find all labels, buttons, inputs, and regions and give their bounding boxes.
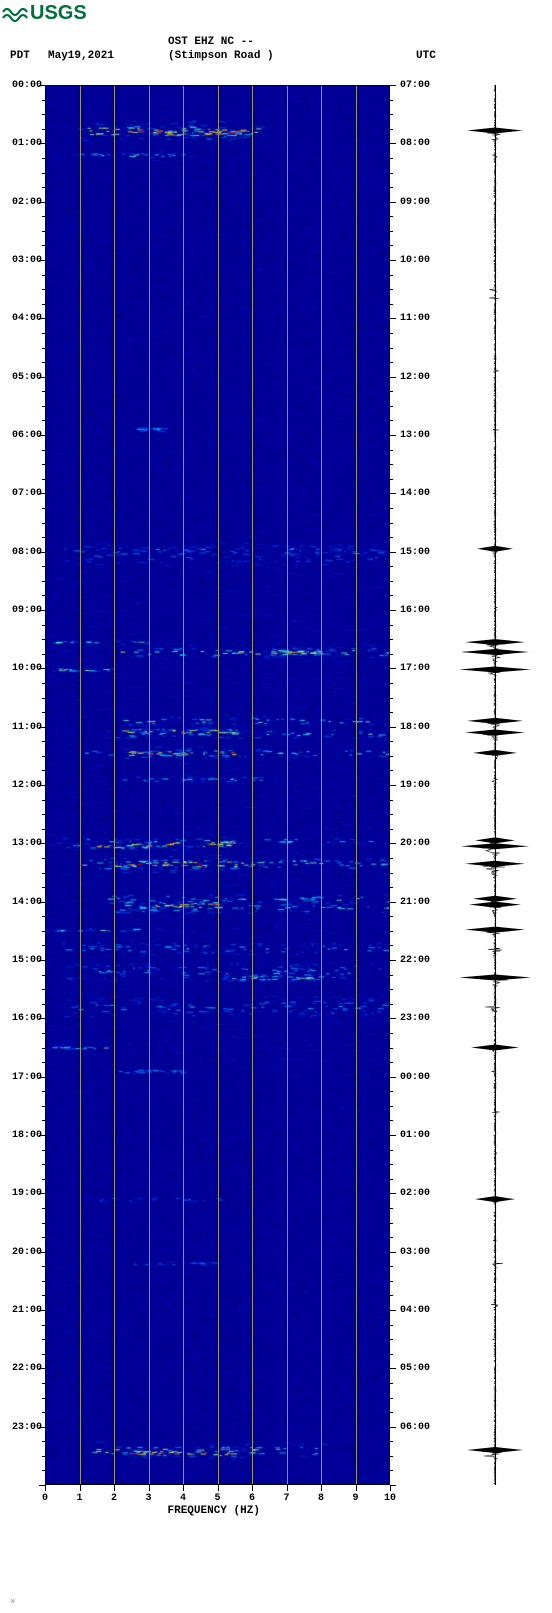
pdt-tick: 02:00 [2, 197, 42, 208]
utc-tick: 04:00 [400, 1305, 444, 1316]
logo-text: USGS [30, 2, 87, 25]
utc-tick: 01:00 [400, 1130, 444, 1141]
pdt-tick: 10:00 [2, 663, 42, 674]
freq-tick: 8 [311, 1493, 331, 1504]
utc-tick: 20:00 [400, 838, 444, 849]
pdt-tick: 19:00 [2, 1188, 42, 1199]
pdt-tick: 23:00 [2, 1422, 42, 1433]
utc-tick: 16:00 [400, 605, 444, 616]
utc-tick: 05:00 [400, 1363, 444, 1374]
freq-tick: 0 [35, 1493, 55, 1504]
utc-tick: 13:00 [400, 430, 444, 441]
pdt-tick: 05:00 [2, 372, 42, 383]
seismogram-trace [450, 85, 540, 1485]
pdt-tick: 00:00 [2, 80, 42, 91]
pdt-tick: 17:00 [2, 1072, 42, 1083]
pdt-tick: 14:00 [2, 897, 42, 908]
pdt-tick: 21:00 [2, 1305, 42, 1316]
utc-tick: 06:00 [400, 1422, 444, 1433]
utc-tick: 22:00 [400, 955, 444, 966]
pdt-tick: 03:00 [2, 255, 42, 266]
freq-tick: 9 [346, 1493, 366, 1504]
utc-tick: 07:00 [400, 80, 444, 91]
pdt-tick: 18:00 [2, 1130, 42, 1141]
utc-tick: 19:00 [400, 780, 444, 791]
pdt-tick: 01:00 [2, 138, 42, 149]
pdt-tick: 13:00 [2, 838, 42, 849]
utc-tick: 00:00 [400, 1072, 444, 1083]
utc-tick: 10:00 [400, 255, 444, 266]
utc-tick: 23:00 [400, 1013, 444, 1024]
footer-mark: × [10, 1597, 15, 1607]
usgs-logo: USGS [2, 2, 87, 25]
pdt-tick: 09:00 [2, 605, 42, 616]
freq-tick: 1 [70, 1493, 90, 1504]
utc-tick: 18:00 [400, 722, 444, 733]
freq-tick: 7 [277, 1493, 297, 1504]
utc-tick: 02:00 [400, 1188, 444, 1199]
seismogram-plot [450, 85, 540, 1485]
pdt-tick: 08:00 [2, 547, 42, 558]
freq-tick: 4 [173, 1493, 193, 1504]
freq-tick: 10 [380, 1493, 400, 1504]
pdt-tick: 11:00 [2, 722, 42, 733]
freq-tick: 3 [139, 1493, 159, 1504]
utc-tick: 08:00 [400, 138, 444, 149]
pdt-tick: 12:00 [2, 780, 42, 791]
utc-tick: 21:00 [400, 897, 444, 908]
utc-tick: 09:00 [400, 197, 444, 208]
tz-left-label: PDT [10, 50, 30, 62]
utc-tick: 03:00 [400, 1247, 444, 1258]
plot-border [45, 85, 390, 1485]
pdt-tick: 15:00 [2, 955, 42, 966]
utc-tick: 14:00 [400, 488, 444, 499]
pdt-tick: 22:00 [2, 1363, 42, 1374]
wave-icon [2, 4, 28, 24]
pdt-tick: 04:00 [2, 313, 42, 324]
freq-tick: 6 [242, 1493, 262, 1504]
utc-tick: 12:00 [400, 372, 444, 383]
utc-tick: 11:00 [400, 313, 444, 324]
tz-right-label: UTC [416, 50, 436, 62]
freq-tick: 5 [208, 1493, 228, 1504]
utc-tick: 17:00 [400, 663, 444, 674]
utc-tick: 15:00 [400, 547, 444, 558]
pdt-tick: 16:00 [2, 1013, 42, 1024]
freq-tick: 2 [104, 1493, 124, 1504]
pdt-tick: 07:00 [2, 488, 42, 499]
station-name: (Stimpson Road ) [168, 50, 274, 62]
station-code: OST EHZ NC -- [168, 36, 254, 48]
spectrogram-plot [45, 85, 390, 1485]
pdt-tick: 06:00 [2, 430, 42, 441]
date-label: May19,2021 [48, 50, 114, 62]
x-axis-label: FREQUENCY (HZ) [168, 1505, 260, 1517]
pdt-tick: 20:00 [2, 1247, 42, 1258]
